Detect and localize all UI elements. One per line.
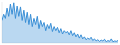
area-fill [2,3,118,43]
chart [0,0,120,45]
data-line [2,3,118,42]
plot-area [2,3,118,43]
